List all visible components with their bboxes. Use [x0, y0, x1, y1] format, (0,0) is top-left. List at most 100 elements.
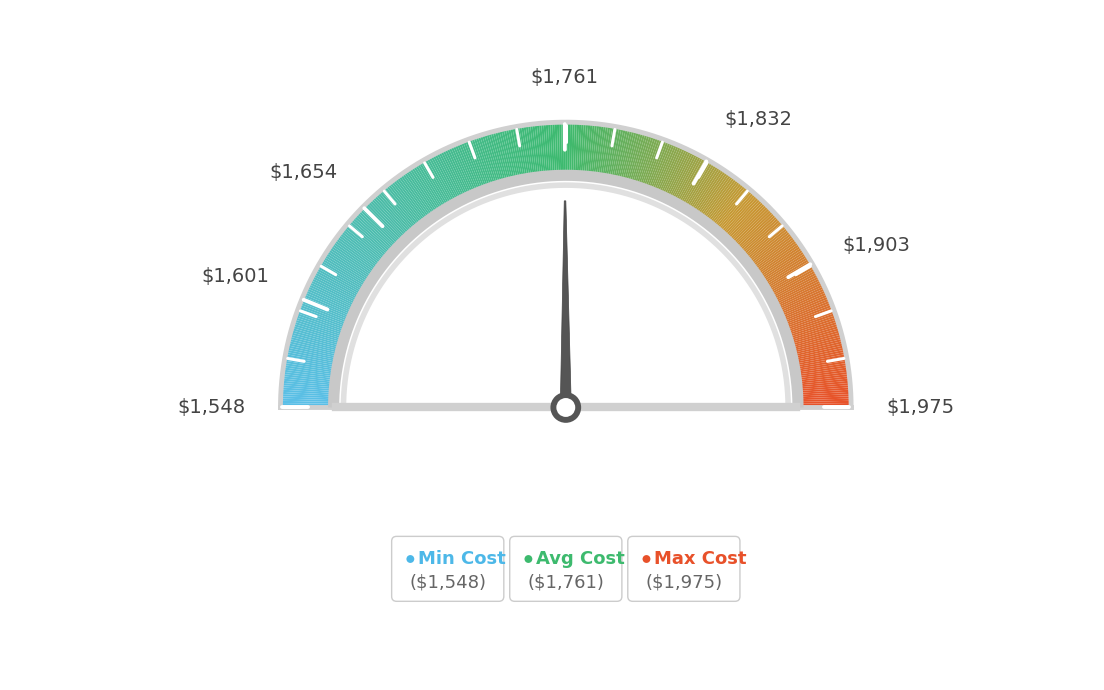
Wedge shape [595, 124, 604, 179]
Wedge shape [486, 133, 503, 186]
Wedge shape [467, 139, 488, 192]
Wedge shape [775, 288, 826, 313]
Wedge shape [686, 164, 716, 212]
Wedge shape [760, 253, 807, 284]
Wedge shape [280, 394, 336, 398]
Wedge shape [634, 135, 651, 188]
Wedge shape [304, 294, 354, 317]
Wedge shape [563, 122, 565, 177]
Wedge shape [619, 130, 635, 184]
Wedge shape [465, 140, 486, 192]
Wedge shape [584, 123, 591, 178]
Wedge shape [293, 324, 346, 342]
Wedge shape [372, 197, 411, 239]
Wedge shape [512, 127, 524, 181]
Wedge shape [280, 399, 336, 402]
Wedge shape [701, 177, 735, 222]
Wedge shape [646, 140, 667, 192]
Circle shape [643, 555, 650, 563]
Wedge shape [757, 249, 805, 281]
Wedge shape [782, 306, 834, 328]
Wedge shape [285, 356, 339, 368]
Wedge shape [766, 266, 815, 295]
Wedge shape [793, 361, 848, 371]
Wedge shape [795, 378, 850, 386]
Wedge shape [362, 206, 403, 246]
Wedge shape [298, 306, 350, 328]
Wedge shape [365, 203, 405, 244]
Wedge shape [700, 175, 733, 221]
Wedge shape [381, 189, 417, 233]
Wedge shape [453, 145, 476, 196]
Wedge shape [286, 350, 340, 362]
Wedge shape [660, 148, 686, 199]
Wedge shape [565, 122, 569, 177]
Wedge shape [795, 385, 850, 391]
Text: $1,903: $1,903 [842, 236, 911, 255]
Wedge shape [654, 144, 677, 195]
Wedge shape [587, 124, 595, 179]
Wedge shape [319, 262, 368, 292]
Wedge shape [582, 123, 588, 178]
Wedge shape [443, 149, 468, 200]
Wedge shape [778, 296, 829, 319]
Wedge shape [344, 226, 389, 262]
Wedge shape [783, 310, 835, 331]
Wedge shape [772, 280, 822, 306]
Wedge shape [739, 219, 782, 257]
Wedge shape [284, 361, 339, 371]
Circle shape [406, 555, 414, 563]
Wedge shape [623, 131, 639, 185]
Wedge shape [737, 217, 779, 255]
Wedge shape [282, 385, 337, 391]
Wedge shape [622, 130, 637, 184]
Wedge shape [789, 341, 843, 355]
Wedge shape [471, 137, 491, 190]
Wedge shape [349, 221, 392, 258]
Wedge shape [291, 326, 346, 343]
Wedge shape [698, 174, 732, 220]
Wedge shape [304, 292, 355, 316]
Wedge shape [786, 326, 840, 343]
Wedge shape [346, 224, 390, 261]
Wedge shape [796, 392, 851, 397]
Wedge shape [309, 280, 360, 306]
Wedge shape [779, 300, 831, 323]
Wedge shape [284, 363, 339, 373]
Wedge shape [295, 315, 348, 335]
Wedge shape [650, 142, 673, 194]
Wedge shape [697, 172, 730, 219]
Wedge shape [647, 141, 669, 193]
Wedge shape [790, 343, 845, 357]
Wedge shape [722, 198, 761, 239]
Wedge shape [628, 133, 646, 186]
Wedge shape [539, 124, 546, 178]
Wedge shape [434, 153, 461, 203]
Wedge shape [734, 212, 775, 251]
Wedge shape [774, 286, 825, 311]
Wedge shape [672, 155, 699, 204]
Wedge shape [596, 125, 606, 179]
Text: Avg Cost: Avg Cost [537, 550, 625, 568]
Wedge shape [379, 190, 416, 234]
Wedge shape [322, 257, 371, 287]
Wedge shape [418, 162, 448, 210]
Wedge shape [794, 370, 849, 379]
Wedge shape [683, 162, 713, 210]
Wedge shape [550, 122, 555, 177]
Wedge shape [609, 127, 622, 181]
Wedge shape [309, 282, 359, 308]
Wedge shape [662, 148, 688, 199]
Text: ($1,975): ($1,975) [646, 573, 722, 591]
Text: $1,975: $1,975 [887, 398, 955, 417]
Wedge shape [692, 169, 724, 216]
Wedge shape [448, 146, 473, 197]
Wedge shape [469, 138, 489, 191]
FancyBboxPatch shape [392, 536, 503, 601]
Wedge shape [793, 356, 847, 368]
Wedge shape [320, 260, 369, 290]
Wedge shape [652, 143, 675, 195]
Wedge shape [741, 222, 784, 259]
Wedge shape [426, 157, 455, 206]
Wedge shape [325, 253, 372, 284]
